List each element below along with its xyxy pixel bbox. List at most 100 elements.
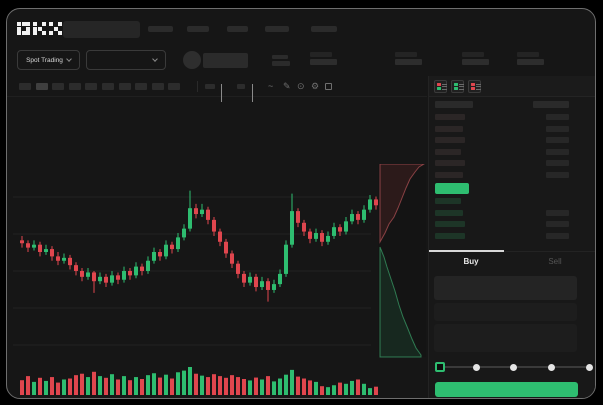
interval-button[interactable] — [19, 83, 31, 90]
candlestick — [176, 237, 180, 250]
bid-row-price[interactable] — [435, 233, 465, 239]
chevron-down-icon[interactable] — [252, 84, 253, 102]
volume-bar — [62, 379, 66, 395]
okx-logo[interactable] — [17, 22, 62, 35]
volume-bar — [356, 379, 360, 395]
slider-stop[interactable] — [586, 363, 593, 371]
candle-type-icon[interactable] — [205, 84, 215, 89]
interval-button[interactable] — [118, 83, 131, 90]
bid-row-amount[interactable] — [546, 221, 569, 227]
candlestick — [344, 221, 348, 232]
interval-button[interactable] — [151, 83, 164, 90]
draw-icon[interactable]: ✎ — [283, 81, 291, 91]
okx-logo-letter — [49, 22, 62, 35]
candlestick — [236, 263, 240, 274]
nav-item-placeholder[interactable] — [311, 26, 337, 32]
interval-button[interactable] — [52, 83, 65, 90]
candlestick — [308, 231, 312, 239]
volume-bar — [44, 380, 48, 395]
orderbook-mode-book-asks-icon[interactable] — [468, 80, 481, 93]
order-total-field[interactable] — [434, 324, 577, 352]
candlestick — [104, 276, 108, 283]
ask-row-amount[interactable] — [546, 114, 569, 120]
candlestick — [320, 233, 324, 242]
buy-submit-button[interactable] — [435, 382, 578, 397]
market-type-button[interactable]: Spot Trading — [17, 50, 80, 70]
volume-bar — [92, 371, 96, 395]
top-header — [7, 9, 595, 44]
volume-bar — [368, 388, 372, 395]
volume-bar — [128, 380, 132, 395]
buy-tab-indicator — [429, 250, 504, 252]
ask-row-amount[interactable] — [546, 172, 569, 178]
order-price-field[interactable] — [434, 276, 577, 300]
bid-row-price[interactable] — [435, 198, 461, 204]
candlestick — [242, 273, 246, 283]
indicator-icon[interactable] — [237, 84, 245, 89]
nav-item-placeholder[interactable] — [265, 26, 289, 32]
pair-select-dropdown[interactable] — [86, 50, 166, 70]
volume-bar — [362, 383, 366, 395]
interval-button[interactable] — [168, 83, 181, 90]
bid-row-price[interactable] — [435, 221, 465, 227]
ask-row-amount[interactable] — [546, 137, 569, 143]
interval-button[interactable] — [135, 83, 148, 90]
volume-bar — [350, 380, 354, 395]
orderbook-mode-book-combined-icon[interactable] — [434, 80, 447, 93]
line-tool-icon[interactable]: ~ — [268, 81, 274, 91]
volume-bar — [140, 379, 144, 395]
slider-stop[interactable] — [548, 363, 555, 371]
ask-row-price[interactable] — [435, 149, 461, 155]
bid-row-amount[interactable] — [546, 233, 569, 239]
ask-row-price[interactable] — [435, 126, 463, 132]
settings-icon[interactable]: ⚙ — [311, 81, 320, 91]
ask-row-amount[interactable] — [546, 149, 569, 155]
candlestick — [44, 249, 48, 252]
ask-row-price[interactable] — [435, 160, 465, 166]
order-amount-field[interactable] — [434, 303, 577, 321]
candlestick — [122, 270, 126, 280]
search-input[interactable] — [63, 21, 140, 38]
slider-stop[interactable] — [473, 363, 480, 371]
interval-button[interactable] — [35, 83, 48, 90]
buy-tab[interactable]: Buy — [463, 257, 479, 266]
slider-stop[interactable] — [510, 363, 517, 371]
bid-row-amount[interactable] — [546, 210, 569, 216]
candlestick — [62, 257, 66, 261]
candlestick — [182, 228, 186, 238]
candlestick — [158, 252, 162, 257]
user-avatar[interactable] — [183, 51, 201, 69]
ask-row-price[interactable] — [435, 137, 465, 143]
interval-button[interactable] — [102, 83, 114, 90]
bid-row-price[interactable] — [435, 210, 463, 216]
interval-button[interactable] — [85, 83, 98, 90]
candlestick — [20, 240, 24, 244]
volume-bar — [20, 380, 24, 395]
ask-row-price[interactable] — [435, 172, 463, 178]
nav-item-placeholder[interactable] — [187, 26, 209, 32]
candlestick — [32, 244, 36, 248]
ask-row-amount[interactable] — [546, 160, 569, 166]
amount-slider[interactable] — [435, 360, 593, 374]
price-chart[interactable] — [7, 164, 427, 399]
last-price-bar[interactable] — [435, 183, 469, 194]
volume-bar — [338, 382, 342, 395]
interval-button[interactable] — [68, 83, 81, 90]
sell-tab[interactable]: Sell — [548, 257, 562, 266]
account-button[interactable] — [203, 53, 248, 68]
ask-row-price[interactable] — [435, 114, 465, 120]
fullscreen-icon[interactable] — [325, 83, 332, 90]
price-value-placeholder — [272, 61, 290, 66]
nav-item-placeholder[interactable] — [227, 26, 248, 32]
nav-item-placeholder[interactable] — [148, 26, 173, 32]
candlestick — [170, 244, 174, 250]
volume-bar — [284, 374, 288, 395]
app-window: Spot Trading ~ ✎ ⊙ ⚙ Buy Sell — [6, 8, 596, 399]
volume-bar — [326, 387, 330, 395]
slider-handle[interactable] — [435, 362, 445, 372]
camera-icon[interactable]: ⊙ — [297, 81, 305, 91]
orderbook-mode-book-bids-icon[interactable] — [451, 80, 464, 93]
chevron-down-icon[interactable] — [221, 84, 222, 102]
candlestick — [350, 214, 354, 222]
ask-row-amount[interactable] — [546, 126, 569, 132]
